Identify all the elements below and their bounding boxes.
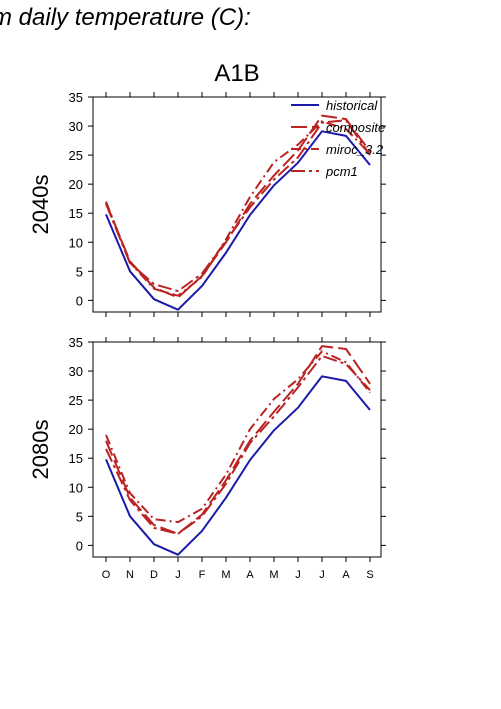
y-tick-label: 15 [69, 206, 83, 221]
y-tick-label: 25 [69, 393, 83, 408]
x-tick-label: N [126, 569, 134, 581]
series-line-miroc-3-2 [105, 120, 371, 297]
x-tick-label: M [269, 569, 278, 581]
y-tick-label: 30 [69, 364, 83, 379]
y-tick-label: 25 [69, 148, 83, 163]
figure-title: m daily temperature (C): [0, 4, 251, 31]
panel-2040s: 0 5 10 15 20 25 30 35 2040s [28, 90, 386, 317]
y-tick-label: 20 [69, 422, 83, 437]
x-tick-label: F [199, 569, 206, 581]
y-tick-label: 0 [76, 293, 83, 308]
x-tick-label: A [342, 569, 350, 581]
y-tick-label: 0 [76, 538, 83, 553]
chart-panels: 0 5 10 15 20 25 30 35 2040s 0 5 10 15 20 25 30 35 O N D J F M A… [28, 90, 386, 581]
x-tick-label: J [295, 569, 301, 581]
series-line-pcm1 [105, 354, 371, 535]
y-tick-label: 10 [69, 235, 83, 250]
y-tick-label: 5 [76, 264, 83, 279]
row-label: 2080s [28, 420, 53, 480]
plot-frame [92, 341, 382, 558]
legend-label: pcm1 [325, 164, 358, 179]
scenario-title: A1B [214, 60, 259, 87]
legend-label: miroc_3.2 [326, 142, 384, 157]
plot-frame [92, 96, 382, 313]
series-line-pcm1 [105, 119, 371, 293]
y-tick-label: 15 [69, 451, 83, 466]
x-tick-label: M [221, 569, 230, 581]
y-tick-label: 35 [69, 335, 83, 350]
series-line-composite [105, 345, 371, 535]
x-tick-label: A [246, 569, 254, 581]
legend: historical composite miroc_3.2 pcm1 [291, 98, 385, 179]
y-tick-label: 30 [69, 119, 83, 134]
y-tick-label: 35 [69, 90, 83, 105]
y-tick-label: 10 [69, 480, 83, 495]
row-label: 2040s [28, 175, 53, 235]
panel-2080s: 0 5 10 15 20 25 30 35 O N D J F M A M J J A S 2080s [28, 335, 386, 581]
y-tick-label: 20 [69, 177, 83, 192]
x-tick-label: O [102, 569, 111, 581]
legend-label: composite [326, 120, 385, 135]
y-tick-label: 5 [76, 509, 83, 524]
x-tick-label: J [319, 569, 325, 581]
legend-label: historical [326, 98, 378, 113]
series-line-historical [105, 375, 371, 556]
x-tick-label: D [150, 569, 158, 581]
x-tick-label: S [366, 569, 373, 581]
x-tick-label: J [175, 569, 181, 581]
series-line-historical [105, 130, 371, 311]
